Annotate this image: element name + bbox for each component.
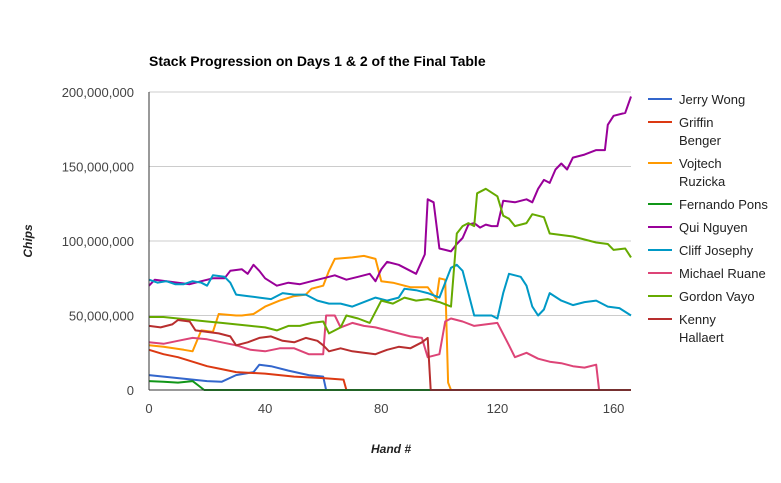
series-line-griffin-benger — [148, 348, 631, 391]
gridlines — [149, 91, 631, 316]
legend: Jerry Wong Griffin Benger Vojtech Ruzicka Fer… — [648, 92, 768, 345]
series-line-michael-ruane — [148, 314, 631, 391]
y-axis-tick-labels: 0 50,000,000 100,000,000 150,000,000 200,000… — [62, 85, 134, 398]
legend-label: Michael Ruane — [679, 266, 766, 281]
x-tick-label: 160 — [603, 401, 625, 416]
y-tick-label: 200,000,000 — [62, 85, 134, 100]
series-line-cliff-josephy — [148, 263, 632, 320]
y-tick-label: 100,000,000 — [62, 234, 134, 249]
legend-item: Fernando Pons — [648, 197, 768, 212]
x-tick-label: 0 — [145, 401, 152, 416]
series-line-gordon-vayo — [149, 187, 632, 335]
legend-item: Kenny Hallaert — [648, 312, 724, 345]
legend-label: Kenny Hallaert — [679, 312, 724, 345]
series-layer — [148, 96, 632, 391]
x-axis-title: Hand # — [371, 442, 411, 456]
y-tick-label: 50,000,000 — [69, 309, 134, 324]
axes — [148, 92, 631, 391]
legend-label: Gordon Vayo — [679, 289, 755, 304]
legend-label: Cliff Josephy — [679, 243, 754, 258]
legend-item: Qui Nguyen — [648, 220, 748, 235]
x-tick-label: 80 — [374, 401, 388, 416]
chart-title: Stack Progression on Days 1 & 2 of the F… — [149, 53, 486, 69]
legend-item: Cliff Josephy — [648, 243, 754, 258]
y-tick-label: 0 — [127, 383, 134, 398]
legend-label: Fernando Pons — [679, 197, 768, 212]
legend-item: Griffin Benger — [648, 115, 722, 148]
x-axis-tick-labels: 0 40 80 120 160 — [145, 401, 624, 416]
y-tick-label: 150,000,000 — [62, 160, 134, 175]
y-axis-title: Chips — [21, 224, 35, 258]
legend-item: Gordon Vayo — [648, 289, 755, 304]
legend-label: Griffin Benger — [679, 115, 722, 148]
legend-item: Jerry Wong — [648, 92, 745, 107]
legend-item: Vojtech Ruzicka — [648, 156, 726, 189]
x-tick-label: 40 — [258, 401, 272, 416]
series-line-qui-nguyen — [148, 96, 632, 287]
legend-label: Qui Nguyen — [679, 220, 748, 235]
legend-label: Jerry Wong — [679, 92, 745, 107]
x-tick-label: 120 — [487, 401, 509, 416]
legend-label: Vojtech Ruzicka — [679, 156, 726, 189]
legend-item: Michael Ruane — [648, 266, 766, 281]
series-line-kenny-hallaert — [148, 319, 631, 391]
